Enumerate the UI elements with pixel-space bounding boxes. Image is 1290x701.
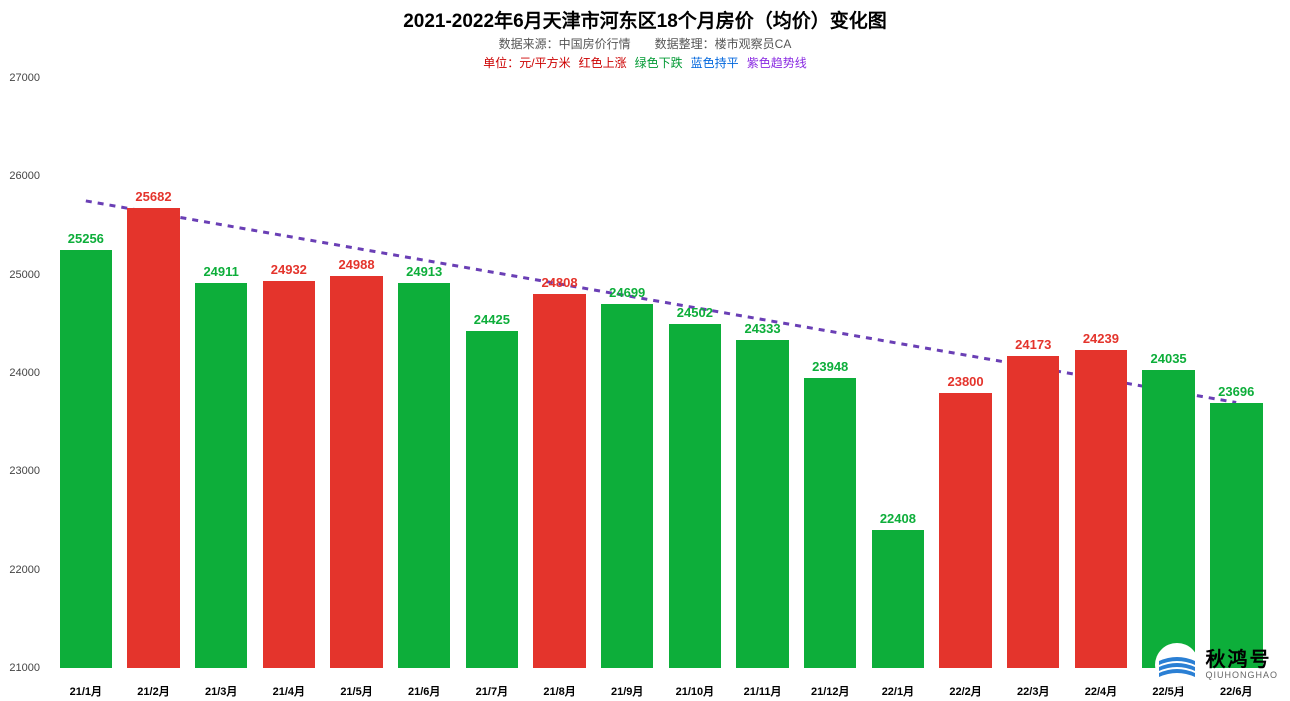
legend-part: 蓝色持平 <box>691 56 739 70</box>
x-tick: 21/5月 <box>323 683 391 701</box>
x-tick: 22/2月 <box>932 683 1000 701</box>
y-tick: 22000 <box>9 564 40 576</box>
bar-value-label: 23800 <box>947 374 983 389</box>
bar <box>533 294 586 668</box>
bar-value-label: 25682 <box>135 189 171 204</box>
chart-title: 2021-2022年6月天津市河东区18个月房价（均价）变化图 <box>0 6 1290 33</box>
watermark-cn: 秋鸿号 <box>1205 649 1278 671</box>
y-tick: 21000 <box>9 662 40 674</box>
bar-value-label: 24913 <box>406 264 442 279</box>
bar <box>669 324 722 668</box>
y-tick: 25000 <box>9 269 40 281</box>
x-tick: 21/4月 <box>255 683 323 701</box>
bar-slot: 23696 <box>1202 403 1270 668</box>
bar-slot: 25256 <box>52 250 120 669</box>
y-tick: 27000 <box>9 72 40 84</box>
bar-value-label: 24932 <box>271 262 307 277</box>
x-tick: 21/3月 <box>187 683 255 701</box>
bar <box>330 276 383 668</box>
bar <box>1142 370 1195 668</box>
x-tick: 21/2月 <box>120 683 188 701</box>
bar <box>872 530 925 668</box>
bar <box>939 393 992 668</box>
bar-value-label: 24333 <box>744 321 780 336</box>
bar-value-label: 24239 <box>1083 331 1119 346</box>
bar-value-label: 24988 <box>338 257 374 272</box>
bar <box>736 340 789 668</box>
bar <box>263 281 316 668</box>
x-tick: 22/3月 <box>999 683 1067 701</box>
chart-unit-legend: 单位：元/平方米红色上涨绿色下跌蓝色持平紫色趋势线 <box>0 54 1290 71</box>
bar-slot: 24239 <box>1067 350 1135 669</box>
legend-part: 绿色下跌 <box>635 56 683 70</box>
x-tick: 21/8月 <box>526 683 594 701</box>
legend-part: 紫色趋势线 <box>747 56 807 70</box>
bar-value-label: 24425 <box>474 312 510 327</box>
y-axis: 21000220002300024000250002600027000 <box>0 78 46 668</box>
bar-value-label: 24699 <box>609 285 645 300</box>
bar <box>1075 350 1128 669</box>
watermark-logo-icon <box>1155 643 1199 687</box>
chart-titles: 2021-2022年6月天津市河东区18个月房价（均价）变化图 数据来源：中国房… <box>0 0 1290 71</box>
x-tick: 21/6月 <box>390 683 458 701</box>
bar-slot: 24988 <box>323 276 391 668</box>
x-tick: 21/12月 <box>796 683 864 701</box>
x-axis: 21/1月21/2月21/3月21/4月21/5月21/6月21/7月21/8月… <box>46 683 1276 701</box>
bar-value-label: 24808 <box>541 275 577 290</box>
bar-slot: 24173 <box>999 356 1067 668</box>
y-tick: 26000 <box>9 170 40 182</box>
chart-container: 2021-2022年6月天津市河东区18个月房价（均价）变化图 数据来源：中国房… <box>0 0 1290 701</box>
bar-value-label: 23696 <box>1218 384 1254 399</box>
bar-value-label: 24173 <box>1015 337 1051 352</box>
chart-subtitle: 数据来源：中国房价行情 数据整理：楼市观察员CA <box>0 35 1290 52</box>
legend-part: 单位：元/平方米 <box>483 56 570 70</box>
bar-value-label: 23948 <box>812 359 848 374</box>
bar-slot: 24911 <box>187 283 255 668</box>
x-tick: 21/11月 <box>729 683 797 701</box>
watermark: 秋鸿号 QIUHONGHAO <box>1155 643 1278 687</box>
x-tick: 22/4月 <box>1067 683 1135 701</box>
bar <box>60 250 113 669</box>
bar-slot: 25682 <box>120 208 188 668</box>
bar-value-label: 25256 <box>68 231 104 246</box>
bar-slot: 24699 <box>593 304 661 668</box>
bar <box>195 283 248 668</box>
x-tick: 22/1月 <box>864 683 932 701</box>
bar-slot: 23948 <box>796 378 864 668</box>
bars-group: 2525625682249112493224988249132442524808… <box>46 78 1276 668</box>
x-tick: 21/10月 <box>661 683 729 701</box>
bar-slot: 22408 <box>864 530 932 668</box>
bar-value-label: 22408 <box>880 511 916 526</box>
bar <box>466 331 519 668</box>
y-tick: 24000 <box>9 367 40 379</box>
bar <box>601 304 654 668</box>
bar-slot: 24932 <box>255 281 323 668</box>
y-tick: 23000 <box>9 465 40 477</box>
legend-part: 红色上涨 <box>579 56 627 70</box>
bar-slot: 24035 <box>1135 370 1203 668</box>
bar <box>804 378 857 668</box>
bar-value-label: 24502 <box>677 305 713 320</box>
watermark-en: QIUHONGHAO <box>1205 671 1278 681</box>
x-tick: 21/9月 <box>593 683 661 701</box>
bar <box>1007 356 1060 668</box>
bar-slot: 24808 <box>526 294 594 668</box>
bar-slot: 24333 <box>729 340 797 668</box>
watermark-text: 秋鸿号 QIUHONGHAO <box>1205 649 1278 681</box>
bar-value-label: 24035 <box>1151 351 1187 366</box>
x-tick: 21/1月 <box>52 683 120 701</box>
bar-slot: 24913 <box>390 283 458 668</box>
bar-slot: 24425 <box>458 331 526 668</box>
plot-area: 2525625682249112493224988249132442524808… <box>46 78 1276 668</box>
bar-value-label: 24911 <box>203 264 238 279</box>
bar <box>127 208 180 668</box>
bar <box>398 283 451 668</box>
bar <box>1210 403 1263 668</box>
bar-slot: 24502 <box>661 324 729 668</box>
bar-slot: 23800 <box>932 393 1000 668</box>
x-tick: 21/7月 <box>458 683 526 701</box>
